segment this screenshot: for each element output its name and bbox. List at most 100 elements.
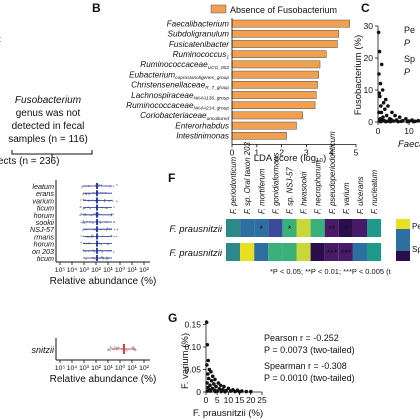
data-dot xyxy=(94,258,96,260)
scatter-point xyxy=(399,119,404,124)
bar-label-main: Fusicatenibacter xyxy=(169,40,229,49)
color-scale-bar xyxy=(396,219,410,261)
scatter-point xyxy=(244,389,249,394)
significance-mark: * xyxy=(259,224,263,234)
scatter-point xyxy=(378,81,383,86)
lda-bar-chart: Faecalibacterium SubdoligranulumFusicaten… xyxy=(126,18,359,157)
stat-fragment: Pe xyxy=(404,25,415,35)
heatmap-cell xyxy=(226,219,241,237)
data-dot xyxy=(112,185,115,188)
bar xyxy=(231,80,318,89)
tick-label: 0.10 xyxy=(184,342,201,352)
data-dot xyxy=(106,258,108,260)
scatter-point xyxy=(208,389,213,393)
species-label: horum xyxy=(34,211,54,220)
bar-label-main: Coriobacteriaceae xyxy=(140,111,207,120)
b-xlabel: LDA score (log₁₀) xyxy=(254,153,327,164)
scatter-point xyxy=(223,389,227,394)
c-scatter: 0 10 20 30 0 10 xyxy=(364,21,420,136)
box-text-line: detected in fecal xyxy=(12,121,85,132)
scatter-point xyxy=(228,389,233,393)
data-dot xyxy=(108,348,111,351)
heatmap-cell xyxy=(352,243,367,261)
scatter-point xyxy=(377,72,381,76)
bottom-species-label: snitzii xyxy=(31,345,55,355)
column-label: F. nucleatum xyxy=(370,169,379,214)
column-label: F. gonidiaformans xyxy=(271,152,280,214)
data-dot xyxy=(97,184,100,186)
tick-label: 10 xyxy=(224,395,234,405)
panel-a: t Fusobacterium genus was not detected i… xyxy=(0,34,156,385)
data-dot xyxy=(90,236,93,239)
heatmap-cell xyxy=(338,243,353,261)
species-label: horum xyxy=(34,240,54,249)
species-label: sookii xyxy=(36,218,55,227)
tick-label: 0.05 xyxy=(184,365,201,375)
data-dot xyxy=(100,243,102,246)
scatter-point xyxy=(397,115,402,119)
heatmap-cell xyxy=(324,243,339,261)
box-text-line: genus was not xyxy=(16,108,81,119)
panel-label-g: G xyxy=(168,311,177,325)
bar-label-main: Ruminococcus xyxy=(173,50,227,59)
heatmap-cell xyxy=(240,219,255,237)
stat-fragment: P xyxy=(404,67,410,77)
scatter-point xyxy=(378,94,382,99)
heatmap-cell xyxy=(310,243,325,261)
heatmap-cell xyxy=(240,243,255,261)
data-dot xyxy=(89,207,91,210)
tick-label: 10¹ xyxy=(103,267,114,274)
bar-label: RuminococcaceaeUCG_002 xyxy=(140,60,229,71)
species-label: ticum xyxy=(37,204,54,213)
data-dot xyxy=(110,213,113,215)
species-label: ticum xyxy=(37,254,54,263)
data-dot xyxy=(82,229,84,232)
bar-label-main: Faecalibacterium xyxy=(167,19,230,28)
subjects-text: ects (n = 236) xyxy=(0,156,59,167)
bar xyxy=(231,40,338,48)
scatter-point xyxy=(206,358,211,363)
bar xyxy=(231,50,327,58)
stat-fragment: Sp xyxy=(404,54,415,64)
data-dot xyxy=(115,235,118,238)
panel-f: F F. periodonticum F. sp. Oral taxon 203 F… xyxy=(168,131,420,276)
bar xyxy=(231,70,320,79)
heatmap-cell xyxy=(268,219,283,237)
scatter-point xyxy=(376,30,381,35)
column-label: F. necrophorum xyxy=(314,159,323,214)
scatter-point xyxy=(386,104,390,108)
bar-label-main: Christensenellaceae xyxy=(131,81,206,90)
bar-label-main: Ruminococcaceae xyxy=(126,101,194,110)
tick-label: 20 xyxy=(364,53,374,63)
scatter-point xyxy=(377,110,381,115)
data-dot xyxy=(109,346,112,349)
species-label: rmans xyxy=(34,232,54,241)
tick-label: 10⁰ xyxy=(115,364,126,372)
scatter-point xyxy=(205,389,210,393)
scatter-point xyxy=(383,107,387,111)
tick-label: 2 xyxy=(279,147,284,157)
data-dot xyxy=(115,200,118,203)
scatter-point xyxy=(233,389,237,394)
column-label: F. mortiferum xyxy=(257,168,266,214)
tick-label: 10² xyxy=(91,267,102,274)
panel-g: G F. varium (%) 00.050.100.150 5 10 15 20 25 … xyxy=(168,311,355,419)
scatter-point xyxy=(381,101,386,105)
column-label: F. periodonticum xyxy=(229,156,238,214)
bar-label-main: Enterorhabdus xyxy=(175,121,229,130)
scatter-point xyxy=(416,118,420,123)
data-dot xyxy=(110,234,113,237)
bar xyxy=(231,111,303,120)
bar-label-sub: NK4A136_group xyxy=(194,95,230,101)
f-footnote: *P < 0.05; **P < 0.01; ***P < 0.005 (t xyxy=(270,267,392,276)
heatmap-cell xyxy=(296,219,311,237)
data-dot xyxy=(83,222,86,224)
tick-label: 25 xyxy=(257,395,267,405)
data-dot xyxy=(100,256,103,258)
c-stat-fragments: Pe P Sp P xyxy=(404,25,415,77)
species-labels: leatumeransvariumticumhorumsookiiNSJ-57r… xyxy=(30,182,55,263)
tick-label: 1 xyxy=(254,147,259,157)
data-dot xyxy=(99,222,102,224)
tick-label: 10⁴ xyxy=(67,365,78,372)
